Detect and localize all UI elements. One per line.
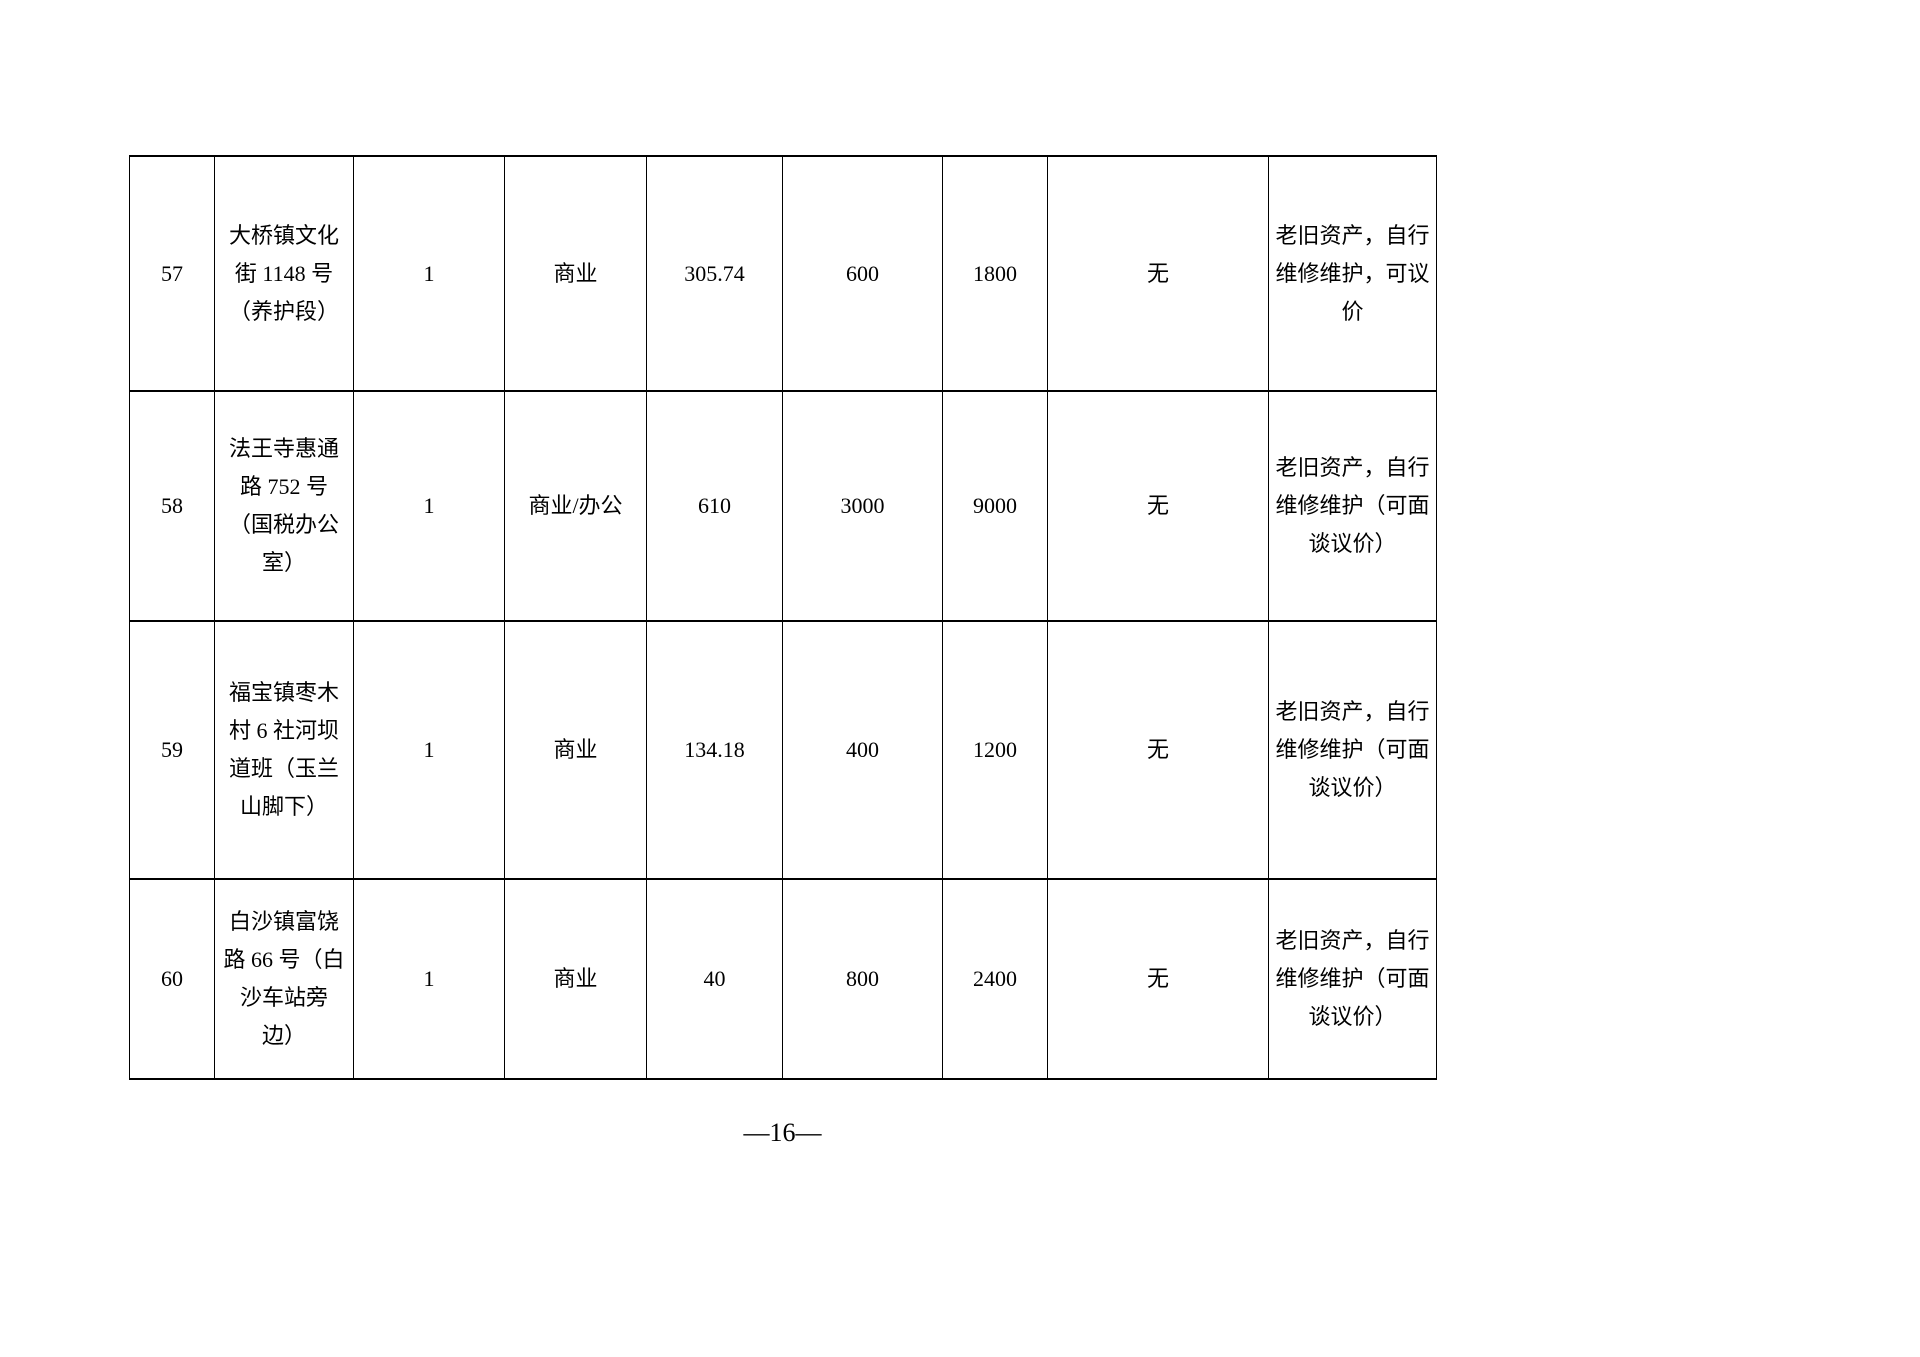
cell-location: 大桥镇文化 街 1148 号 （养护段）: [214, 155, 354, 392]
cell-index: 58: [129, 390, 215, 622]
cell-amount2: 1200: [942, 620, 1048, 880]
cell-location: 法王寺惠通 路 752 号 （国税办公 室）: [214, 390, 354, 622]
cell-amount2: 9000: [942, 390, 1048, 622]
cell-area: 305.74: [646, 155, 783, 392]
cell-remarks: 老旧资产，自行 维修维护（可面 谈议价）: [1268, 620, 1437, 880]
cell-other: 无: [1047, 155, 1269, 392]
cell-usage: 商业: [504, 878, 647, 1080]
cell-quantity: 1: [353, 878, 505, 1080]
cell-area: 610: [646, 390, 783, 622]
cell-amount1: 600: [782, 155, 943, 392]
cell-location: 福宝镇枣木 村 6 社河坝 道班（玉兰 山脚下）: [214, 620, 354, 880]
cell-other: 无: [1047, 620, 1269, 880]
page-number: —16—: [743, 1118, 822, 1147]
cell-index: 57: [129, 155, 215, 392]
cell-amount2: 2400: [942, 878, 1048, 1080]
table-row: 57 大桥镇文化 街 1148 号 （养护段） 1 商业 305.74 600 1800 无老…: [129, 155, 1437, 392]
cell-remarks: 老旧资产，自行 维修维护，可议 价: [1268, 155, 1437, 392]
table-row: 60 白沙镇富饶 路 66 号（白 沙车站旁 边） 1 商业 40 800 2400 无老旧资…: [129, 878, 1437, 1080]
table-body: 57 大桥镇文化 街 1148 号 （养护段） 1 商业 305.74 600 1800 无老…: [129, 155, 1437, 1080]
cell-usage: 商业/办公: [504, 390, 647, 622]
cell-area: 134.18: [646, 620, 783, 880]
cell-usage: 商业: [504, 620, 647, 880]
cell-quantity: 1: [353, 155, 505, 392]
cell-amount1: 400: [782, 620, 943, 880]
cell-amount1: 800: [782, 878, 943, 1080]
cell-usage: 商业: [504, 155, 647, 392]
cell-remarks: 老旧资产，自行 维修维护（可面 谈议价）: [1268, 878, 1437, 1080]
cell-index: 60: [129, 878, 215, 1080]
cell-location: 白沙镇富饶 路 66 号（白 沙车站旁 边）: [214, 878, 354, 1080]
cell-other: 无: [1047, 878, 1269, 1080]
cell-quantity: 1: [353, 620, 505, 880]
cell-area: 40: [646, 878, 783, 1080]
asset-listing-table: 57 大桥镇文化 街 1148 号 （养护段） 1 商业 305.74 600 1800 无老…: [129, 155, 1437, 1080]
cell-index: 59: [129, 620, 215, 880]
cell-quantity: 1: [353, 390, 505, 622]
cell-amount2: 1800: [942, 155, 1048, 392]
cell-amount1: 3000: [782, 390, 943, 622]
cell-remarks: 老旧资产，自行 维修维护（可面 谈议价）: [1268, 390, 1437, 622]
cell-other: 无: [1047, 390, 1269, 622]
table-row: 58 法王寺惠通 路 752 号 （国税办公 室） 1 商业/办公 610 3000 900…: [129, 390, 1437, 622]
table-row: 59 福宝镇枣木 村 6 社河坝 道班（玉兰 山脚下） 1 商业 134.18 400 12…: [129, 620, 1437, 880]
